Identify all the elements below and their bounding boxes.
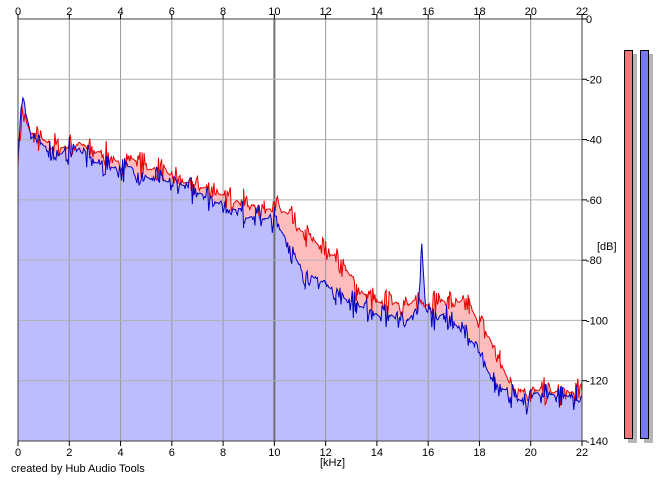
x-tick-label-bottom: 22 <box>576 447 588 459</box>
x-tick-label-bottom: 16 <box>422 447 434 459</box>
x-tick-label-bottom: 4 <box>117 447 123 459</box>
x-tick-label-bottom: 20 <box>525 447 537 459</box>
y-tick-label: -40 <box>586 135 602 147</box>
x-tick-label-bottom: 2 <box>66 447 72 459</box>
y-tick-label: -140 <box>586 436 608 448</box>
x-axis-label: [kHz] <box>320 457 346 469</box>
x-tick-label-top: 18 <box>473 6 485 18</box>
x-tick-label-top: 6 <box>169 6 175 18</box>
y-axis-label: [dB] <box>597 241 617 253</box>
x-tick-label-bottom: 0 <box>15 447 21 459</box>
spectrum-fill-1 <box>18 97 582 442</box>
x-tick-label-top: 22 <box>576 6 588 18</box>
y-tick-label: -60 <box>586 195 602 207</box>
x-tick-label-bottom: 12 <box>320 447 332 459</box>
y-tick-label: -20 <box>586 74 602 86</box>
grid-lines <box>18 19 582 441</box>
plot-frame <box>17 18 583 442</box>
spectrum-lines <box>17 96 583 415</box>
spectrum-line-0 <box>17 105 583 407</box>
x-tick-label-bottom: 8 <box>220 447 226 459</box>
x-tick-label-top: 4 <box>117 6 123 18</box>
plot-border <box>17 18 583 442</box>
x-tick-label-top: 8 <box>220 6 226 18</box>
x-tick-label-top: 14 <box>371 6 383 18</box>
x-tick-label-top: 20 <box>525 6 537 18</box>
spectrum-line-1 <box>17 96 583 415</box>
x-tick-label-top: 0 <box>15 6 21 18</box>
x-tick-label-top: 10 <box>268 6 280 18</box>
y-tick-label: -80 <box>586 255 602 267</box>
x-tick-label-top: 2 <box>66 6 72 18</box>
x-tick-label-top: 16 <box>422 6 434 18</box>
left-channel-level-meter <box>624 50 633 439</box>
y-tick-label: -120 <box>586 376 608 388</box>
x-tick-label-bottom: 18 <box>473 447 485 459</box>
x-tick-label-bottom: 10 <box>268 447 280 459</box>
x-tick-label-bottom: 6 <box>169 447 175 459</box>
y-tick-label: -100 <box>586 315 608 327</box>
credit-text: created by Hub Audio Tools <box>11 463 145 475</box>
x-tick-label-bottom: 14 <box>371 447 383 459</box>
y-tick-label: 0 <box>586 14 592 26</box>
tick-labels: 002244668810101212141416161818202022220-… <box>15 6 608 459</box>
right-channel-level-meter <box>640 50 649 439</box>
x-tick-label-top: 12 <box>320 6 332 18</box>
spectrum-fills <box>18 97 582 442</box>
